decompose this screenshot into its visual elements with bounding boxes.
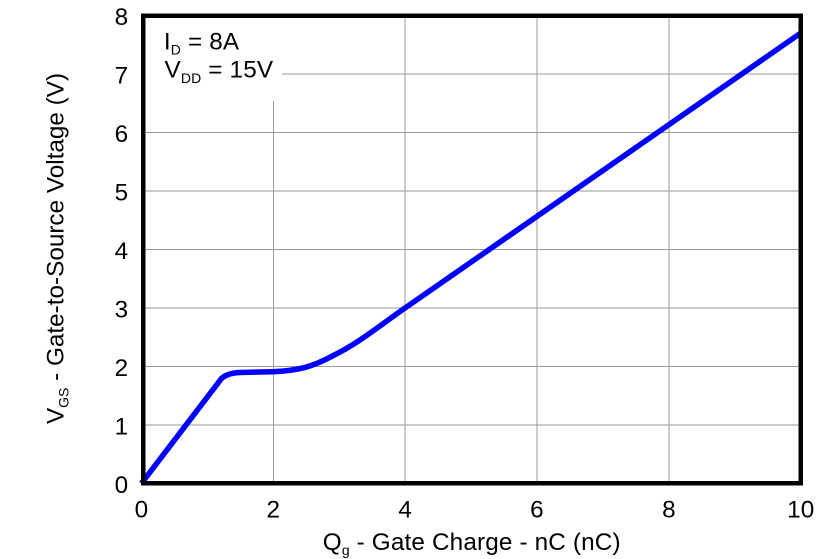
svg-text:VGS - Gate-to-Source Voltage (: VGS - Gate-to-Source Voltage (V) [43, 73, 72, 424]
svg-text:6: 6 [530, 497, 544, 524]
svg-text:10: 10 [787, 497, 814, 524]
svg-text:1: 1 [115, 414, 129, 441]
svg-text:3: 3 [115, 297, 129, 324]
svg-text:7: 7 [115, 63, 129, 90]
svg-text:6: 6 [115, 121, 129, 148]
svg-text:0: 0 [115, 472, 129, 499]
svg-text:0: 0 [135, 497, 149, 524]
svg-text:2: 2 [115, 355, 129, 382]
svg-text:4: 4 [398, 497, 412, 524]
svg-text:8: 8 [115, 4, 129, 31]
svg-text:4: 4 [115, 238, 129, 265]
svg-text:8: 8 [662, 497, 676, 524]
svg-text:5: 5 [115, 180, 129, 207]
svg-text:Qg - Gate Charge - nC (nC): Qg - Gate Charge - nC (nC) [323, 529, 621, 558]
svg-text:2: 2 [266, 497, 280, 524]
